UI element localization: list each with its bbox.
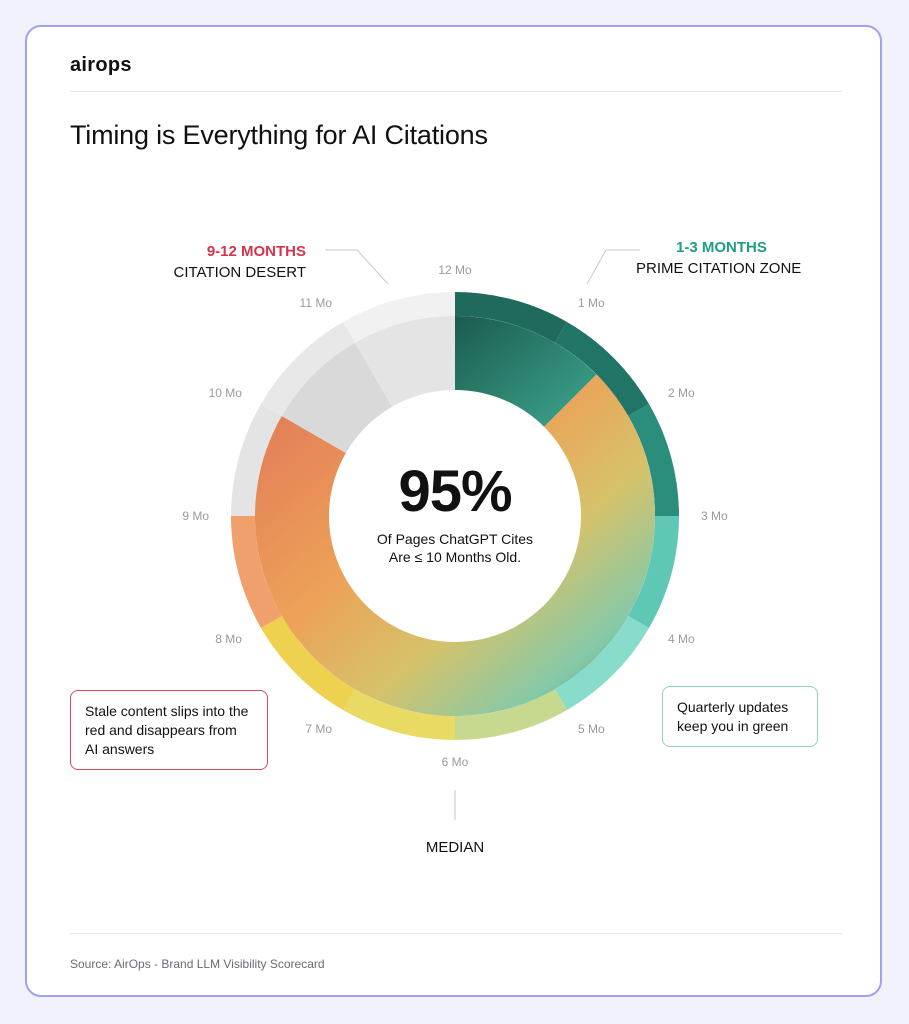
leader-lines [325,249,640,820]
prime-range-label: 1-3 MONTHS [676,239,767,256]
tick-label: 8 Mo [215,632,242,646]
infographic-card: airops Timing is Everything for AI Citat… [25,25,882,997]
center-percentage: 95% [398,459,512,524]
logo-text: airops [70,54,132,76]
center-stat: 95% Of Pages ChatGPT Cites Are ≤ 10 Mont… [330,463,580,566]
desert-range-label: 9-12 MONTHS [206,243,306,260]
median-label: MEDIAN [425,839,485,856]
left-leader-line [325,249,389,285]
outer-segment-12-mo [343,292,455,343]
footer-divider [70,933,842,934]
tick-label: 1 Mo [578,296,605,310]
source-note: Source: AirOps - Brand LLM Visibility Sc… [70,957,325,971]
tick-label: 4 Mo [668,632,695,646]
outer-segment-8-mo [261,616,355,710]
prime-zone-label: PRIME CITATION ZONE [636,260,802,277]
outer-segment-4-mo [628,516,679,628]
tick-label: 7 Mo [305,722,332,736]
outer-segment-9-mo [231,516,282,628]
tick-label: 11 Mo [300,296,333,310]
inner-segment-recent [455,316,597,427]
tick-label: 12 Mo [438,263,472,277]
center-caption-line1: Of Pages ChatGPT Cites [376,531,534,547]
outer-ring [231,292,679,740]
inner-segment-11-mo [281,342,392,453]
inner-ring [254,316,655,717]
outer-segment-10-mo [231,404,282,516]
inner-segment-12-mo [355,316,455,407]
tick-label: 9 Mo [182,509,209,523]
outer-segment-2-mo [555,322,649,416]
center-caption-line2: Are ≤ 10 Months Old. [388,549,522,565]
inner-segment-cited [254,374,655,717]
outer-segment-7-mo [343,689,455,740]
tick-label: 2 Mo [668,386,695,400]
outer-segment-5-mo [555,616,649,710]
tick-label: 5 Mo [578,722,605,736]
quarterly-updates-callout: Quarterly updates keep you in green [662,686,818,747]
tick-label: 6 Mo [442,755,469,769]
month-tick-labels: 12 Mo 1 Mo 2 Mo 3 Mo 4 Mo 5 Mo 6 Mo 7 Mo 8 Mo 9 M… [182,263,728,769]
tick-label: 10 Mo [209,386,243,400]
outer-segment-1-mo [455,292,567,343]
right-leader-line [586,249,640,285]
desert-zone-label: CITATION DESERT [173,264,306,281]
outer-segment-3-mo [628,404,679,516]
header-divider [70,91,842,92]
page-title: Timing is Everything for AI Citations [70,120,488,150]
outer-segment-6-mo [455,689,567,740]
airops-logo: airops [70,54,132,77]
outer-segment-11-mo [261,322,355,416]
stale-content-callout: Stale content slips into the red and dis… [70,690,268,770]
tick-label: 3 Mo [701,509,728,523]
